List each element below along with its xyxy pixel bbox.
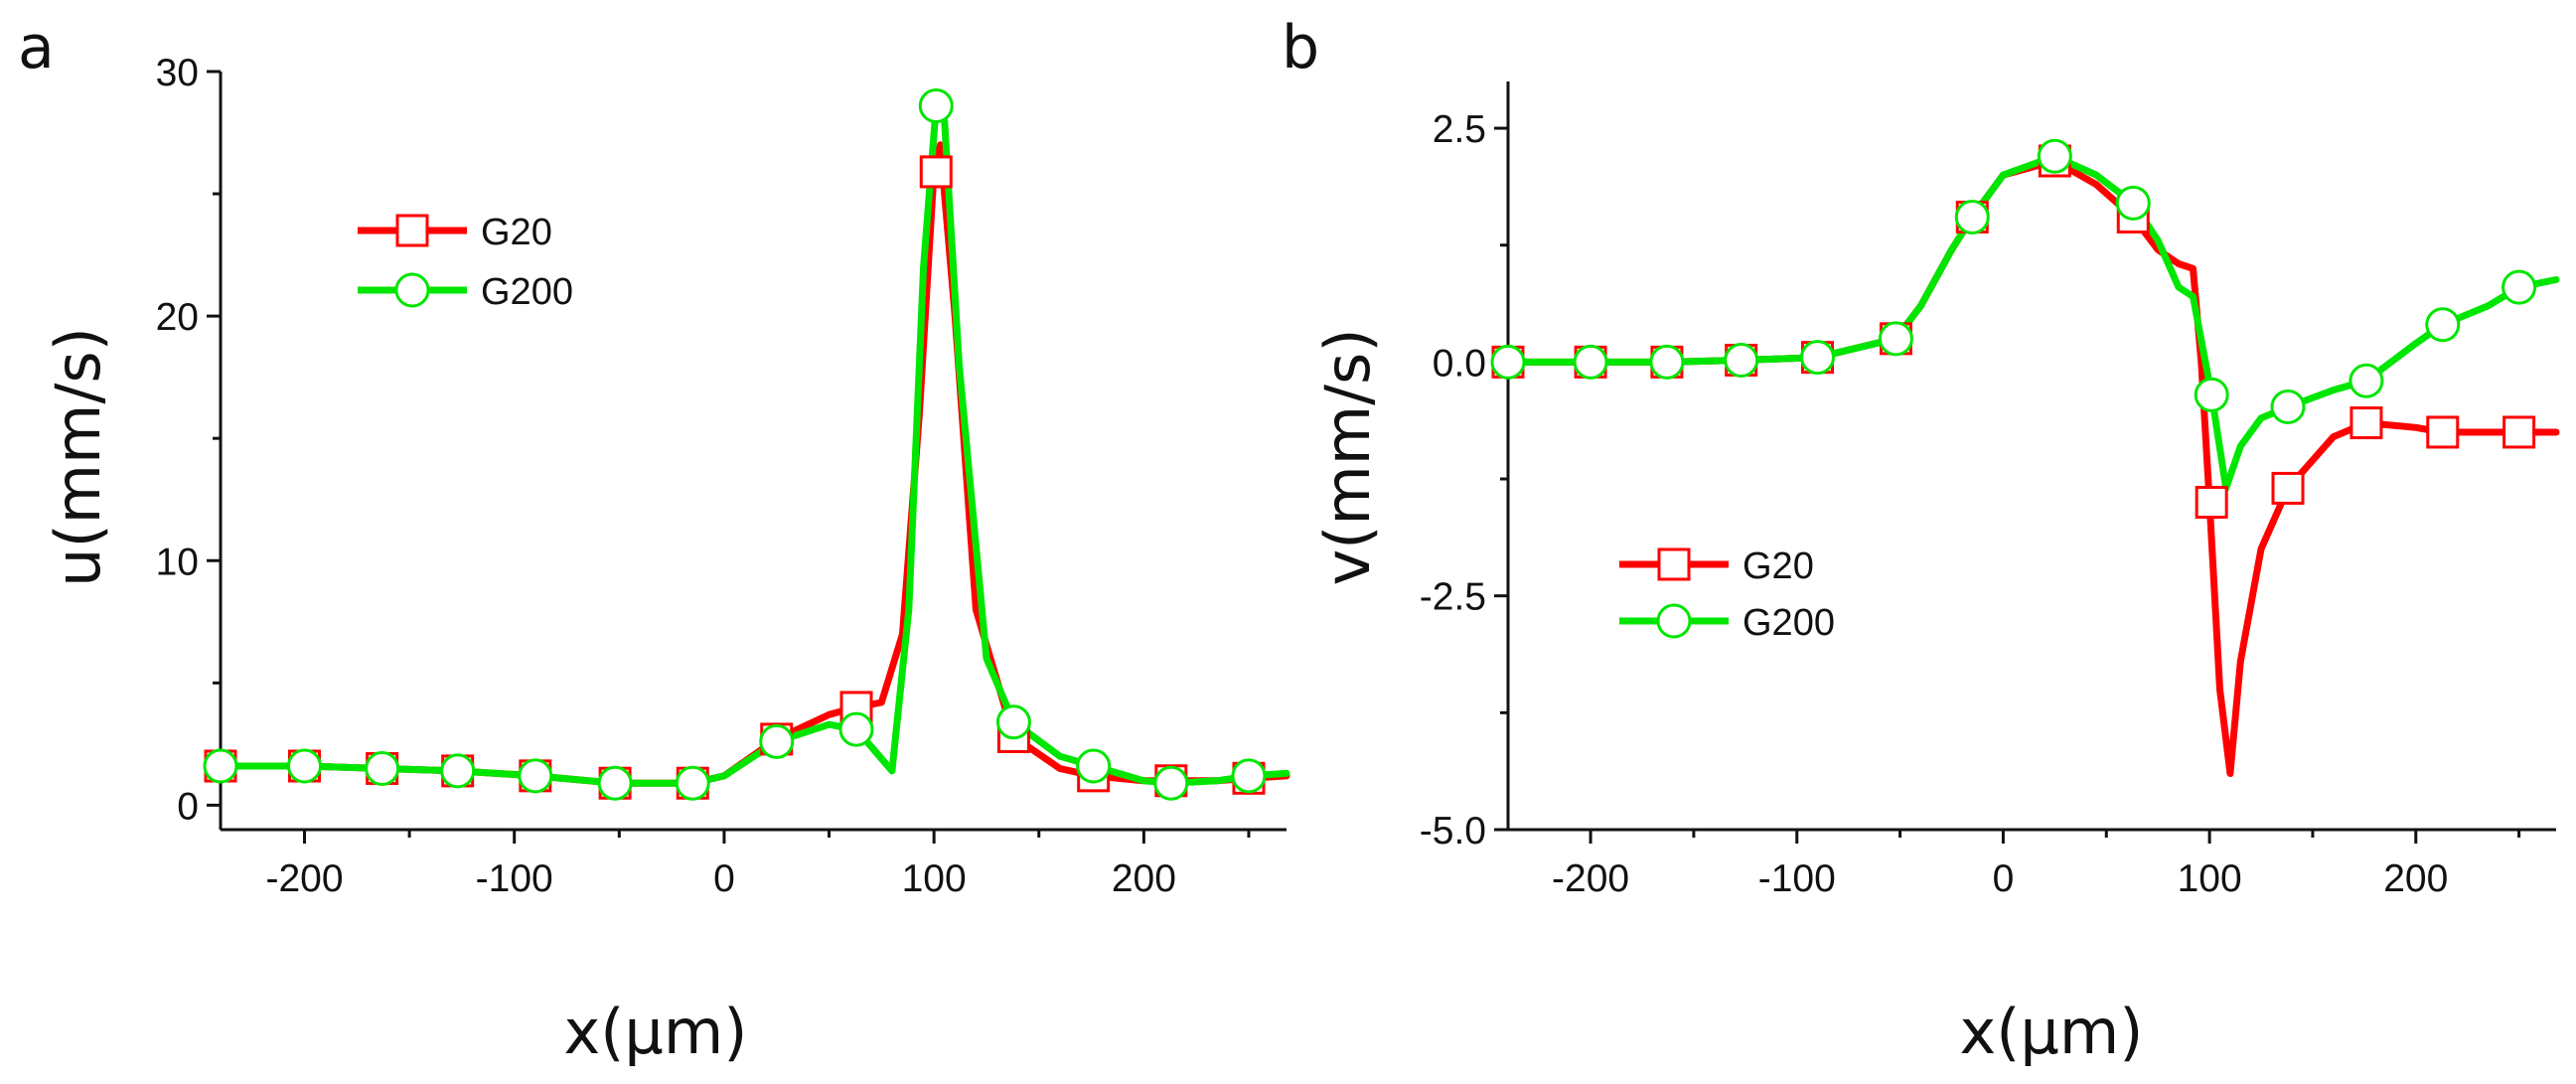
- panel-b-g200-marker: [1800, 340, 1836, 376]
- panel-b-x-tick-label: 0: [1993, 857, 2015, 900]
- panel-b-g200-marker: [2037, 138, 2072, 174]
- panel-a-x-tick-label: 100: [902, 857, 967, 900]
- panel-b-g20-marker: [2349, 406, 2383, 440]
- panel-b-x-tick-label: -100: [1758, 857, 1836, 900]
- panel-b-y-tick-label: -2.5: [1420, 576, 1486, 619]
- panel-b-g200-marker: [2425, 307, 2461, 343]
- panel-a-g200-marker: [365, 750, 400, 786]
- panel-a-y-axis-title: u(mm/s): [42, 327, 114, 587]
- panel-b-series-g200-line: [1504, 152, 2560, 492]
- panel-a-g200-marker: [518, 758, 553, 794]
- panel-b-g20-marker: [2271, 471, 2305, 505]
- panel-b-g20-marker: [2426, 415, 2460, 449]
- panel-b-y-tick-label: 0.0: [1433, 342, 1486, 385]
- panel-b-g200-marker: [2115, 185, 2151, 221]
- panel-a-g200-marker: [203, 748, 238, 784]
- legend-b-g200-label: G200: [1743, 602, 1835, 644]
- panel-a-legend: G20 G200: [358, 212, 573, 313]
- panel-b-x-tick-label: 100: [2178, 857, 2242, 900]
- panel-b-g200-marker: [1878, 321, 1913, 357]
- panel-a-g200-marker: [918, 87, 954, 123]
- panel-a-y-tick-label: 20: [156, 296, 199, 339]
- panel-b: b -200 -100 0 100 200 -5.0 -2.5 0.0 2.5 x(μm) v(…: [1282, 13, 2560, 1068]
- panel-a-x-tick-label: -100: [476, 857, 553, 900]
- panel-a-x-tick-label: 0: [713, 857, 735, 900]
- panel-a-g200-marker: [1231, 758, 1267, 794]
- panel-a-g200-marker: [759, 723, 795, 759]
- panel-a-g200-marker: [995, 704, 1031, 740]
- panel-a-series-g20-line: [217, 141, 1290, 787]
- panel-b-g200-marker: [2194, 377, 2229, 412]
- panel-b-y-tick-label: 2.5: [1433, 108, 1486, 151]
- panel-b-g200-marker: [1954, 199, 1990, 234]
- panel-a-g200-marker: [675, 765, 710, 801]
- legend-b-g20-label: G20: [1743, 545, 1814, 587]
- panel-a-g200-marker: [286, 748, 322, 784]
- panel-b-g20-marker: [2195, 486, 2228, 520]
- panel-b-x-tick-label: -200: [1552, 857, 1629, 900]
- legend-b-g200-marker: [1656, 603, 1692, 639]
- panel-label-b: b: [1282, 13, 1319, 82]
- legend-b-g20-marker: [1657, 547, 1691, 581]
- panel-b-g200-marker: [2501, 269, 2537, 305]
- panel-a-g200-marker: [1153, 765, 1189, 801]
- legend-a-g200-marker: [394, 272, 430, 308]
- panel-b-plot: -200 -100 0 100 200 -5.0 -2.5 0.0 2.5: [1420, 81, 2560, 900]
- panel-b-series-g20-line: [1504, 157, 2560, 777]
- legend-a-g20-label: G20: [481, 212, 552, 253]
- panel-a-g20-marker: [919, 155, 953, 189]
- panel-b-g200-marker: [1573, 344, 1608, 380]
- panel-b-g200-marker: [2270, 389, 2306, 425]
- panel-b-legend: G20 G200: [1619, 545, 1835, 644]
- panel-b-x-tick-label: 200: [2383, 857, 2448, 900]
- panel-a-plot: -200 -100 0 100 200 0 10 20 30: [156, 52, 1290, 900]
- panel-a-y-tick-label: 10: [156, 541, 199, 583]
- panel-a-y-tick-label: 0: [177, 785, 199, 828]
- panel-label-a: a: [18, 13, 55, 82]
- panel-a: a -200 -100 0 100 200 0 10 20 30 x(μm) u(mm/s) G…: [18, 13, 1290, 1068]
- panel-a-x-axis-title: x(μm): [564, 996, 748, 1068]
- panel-a-g200-marker: [440, 753, 476, 789]
- legend-a-g20-marker: [395, 214, 429, 247]
- panel-a-g200-marker: [838, 711, 874, 747]
- panel-b-x-axis-title: x(μm): [1960, 996, 2144, 1068]
- panel-a-y-tick-label: 30: [156, 52, 199, 94]
- panel-b-g200-marker: [1490, 344, 1526, 380]
- panel-b-g200-marker: [1649, 344, 1685, 380]
- legend-a-g200-label: G200: [481, 271, 573, 313]
- panel-b-g200-marker: [1724, 342, 1759, 378]
- panel-a-series-g200-line: [217, 102, 1290, 787]
- panel-a-x-tick-label: 200: [1112, 857, 1176, 900]
- panel-b-g200-marker: [2349, 363, 2384, 398]
- panel-a-x-tick-label: -200: [265, 857, 343, 900]
- panel-a-g200-marker: [597, 765, 633, 801]
- panel-b-y-axis-title: v(mm/s): [1311, 328, 1384, 585]
- panel-a-g200-marker: [1076, 748, 1112, 784]
- panel-b-y-tick-label: -5.0: [1420, 810, 1486, 852]
- panel-b-g20-marker: [2502, 415, 2536, 449]
